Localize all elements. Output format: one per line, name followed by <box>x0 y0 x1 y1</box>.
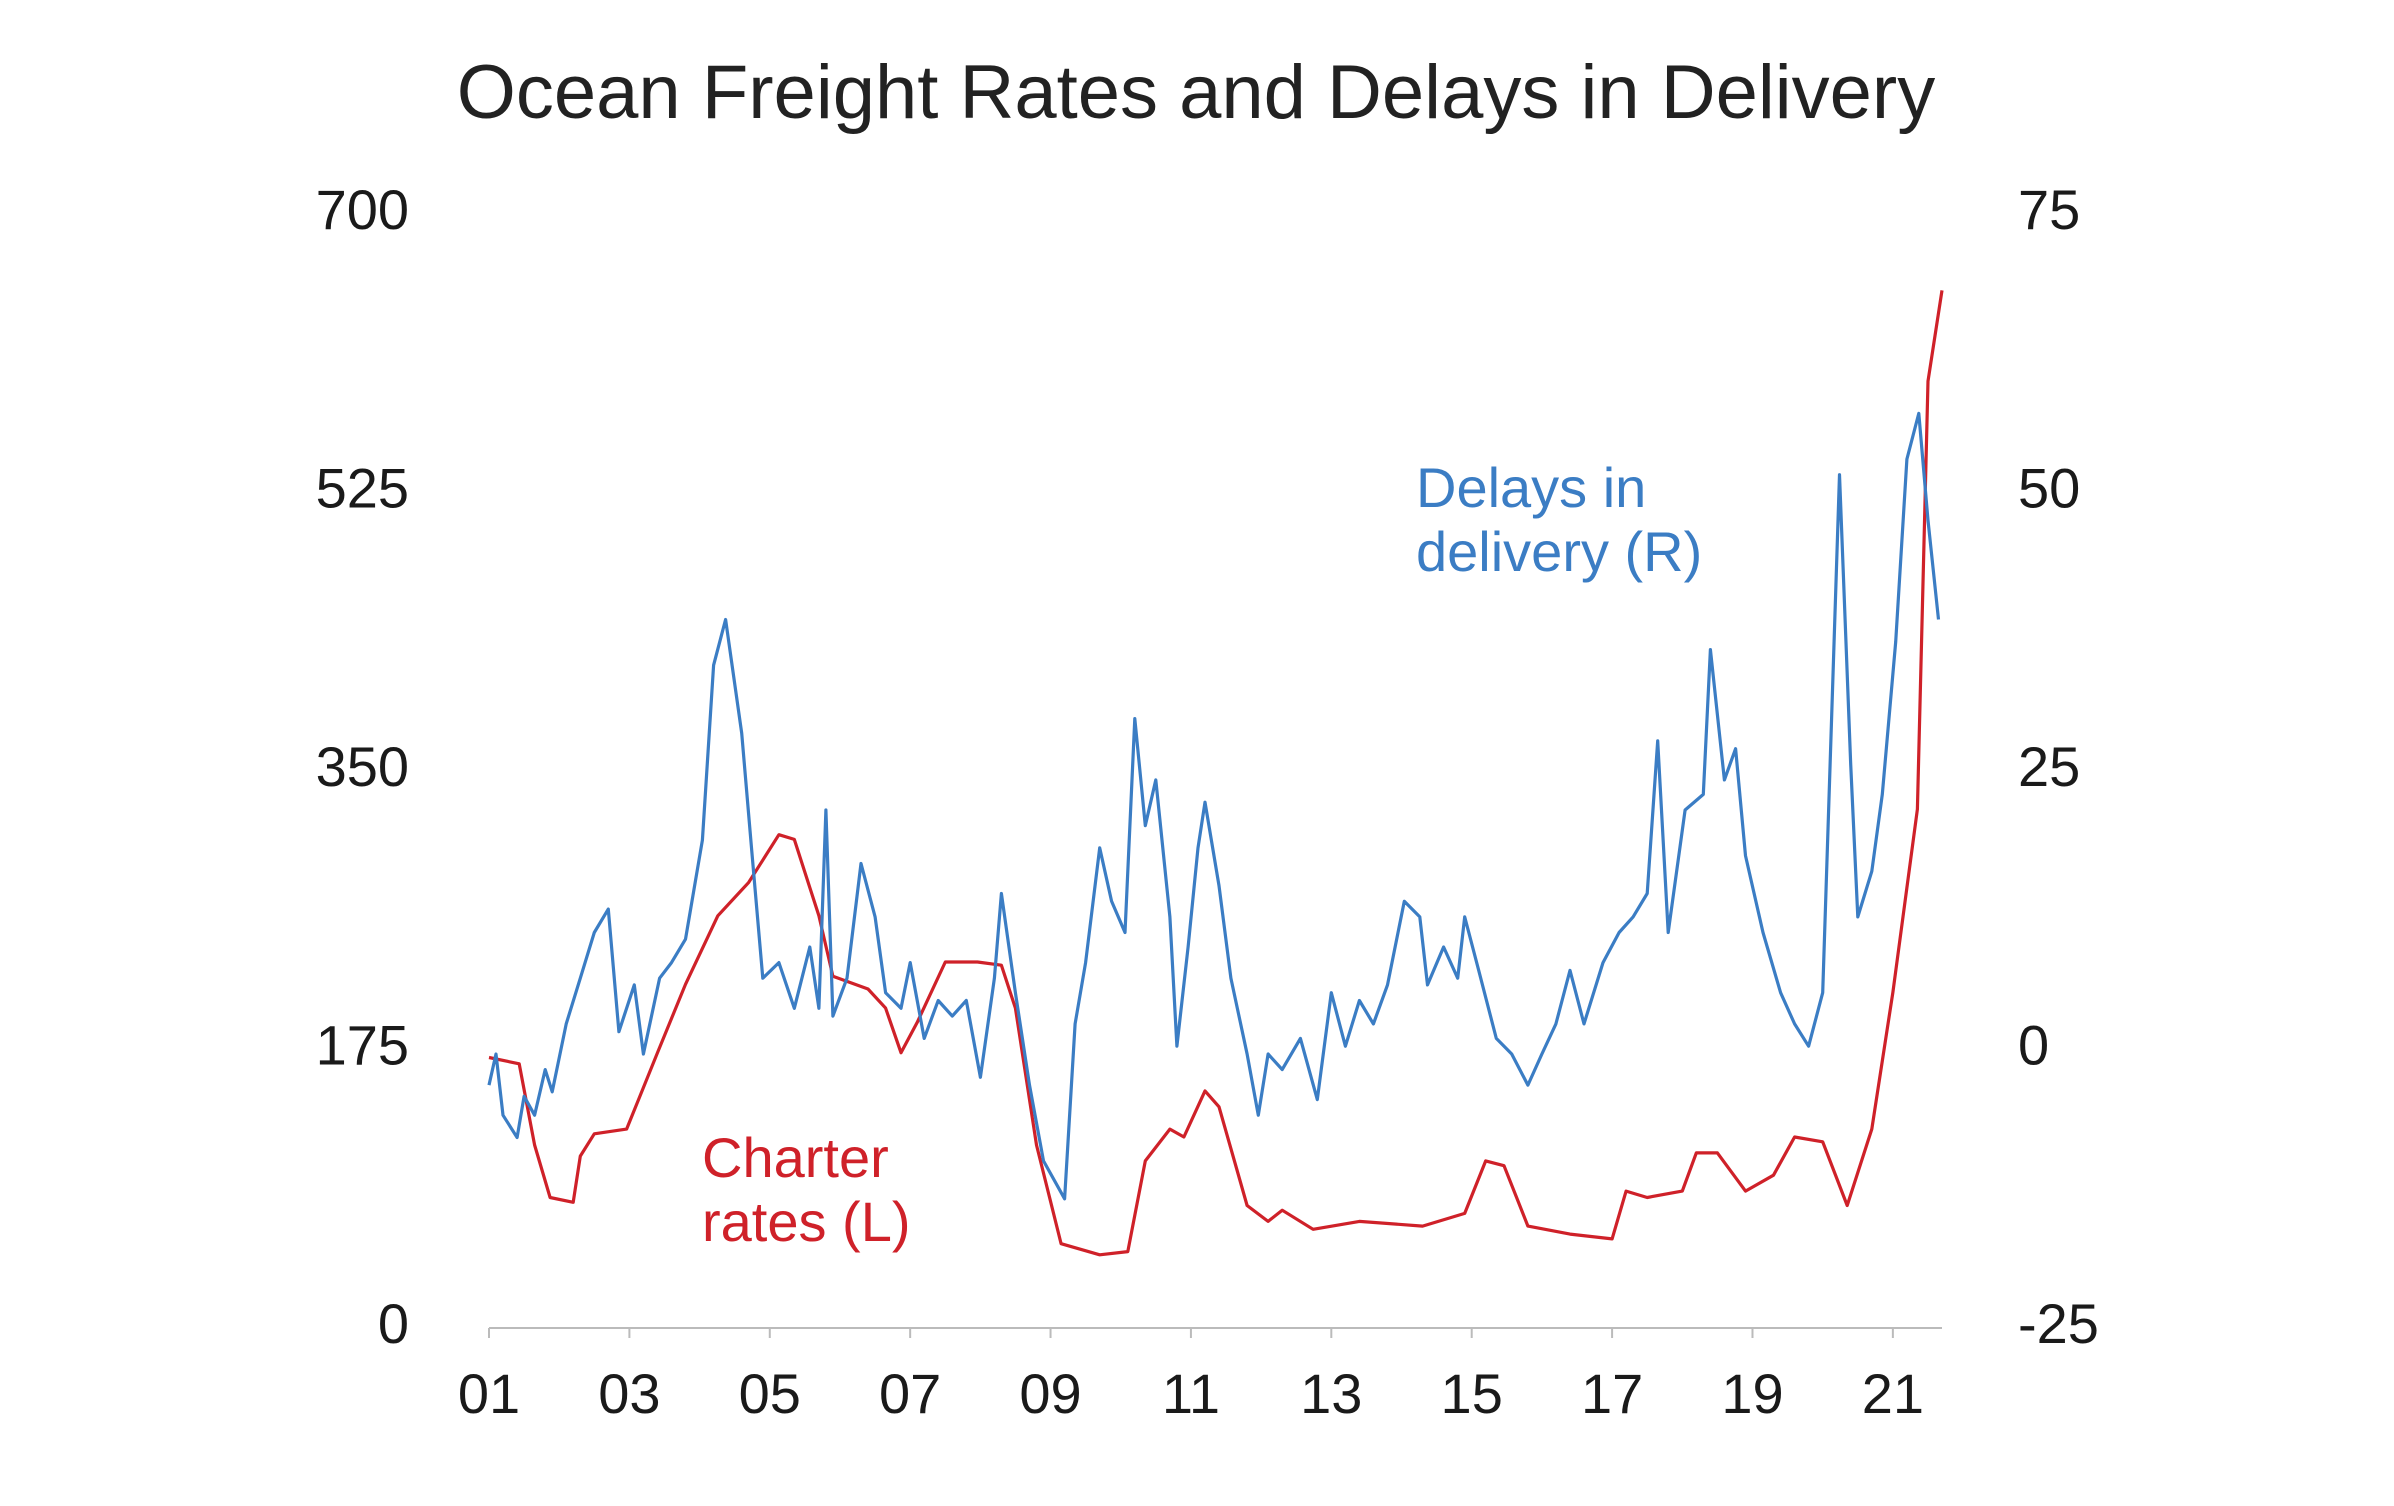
x-tick-label: 21 <box>1862 1362 1924 1425</box>
y-tick-label: 350 <box>316 735 409 798</box>
y2-tick-label: 50 <box>2018 456 2080 519</box>
y2-tick-label: 0 <box>2018 1013 2049 1076</box>
series-line <box>488 290 1944 1257</box>
x-tick-label: 15 <box>1441 1362 1503 1425</box>
series-label: Delays in delivery (R) <box>1416 456 1703 583</box>
series-label: Charter rates (L) <box>702 1126 911 1253</box>
x-tick-label: 13 <box>1300 1362 1362 1425</box>
y-tick-label: 175 <box>316 1013 409 1076</box>
x-tick-label: 09 <box>1019 1362 1081 1425</box>
y-tick-label: 525 <box>316 456 409 519</box>
x-tick-label: 01 <box>458 1362 520 1425</box>
y-tick-label: 700 <box>316 178 409 241</box>
chart-title: Ocean Freight Rates and Delays in Delive… <box>457 50 1935 135</box>
y2-tick-label: 25 <box>2018 735 2080 798</box>
y2-tick-label: -25 <box>2018 1292 2099 1355</box>
y2-tick-label: 75 <box>2018 178 2080 241</box>
x-tick-label: 17 <box>1581 1362 1643 1425</box>
y-tick-label: 0 <box>378 1292 409 1355</box>
x-tick-label: 03 <box>598 1362 660 1425</box>
x-tick-label: 11 <box>1162 1362 1220 1425</box>
x-tick-label: 07 <box>879 1362 941 1425</box>
x-tick-label: 19 <box>1721 1362 1783 1425</box>
series-line <box>487 411 1941 1201</box>
x-tick-label: 05 <box>739 1362 801 1425</box>
